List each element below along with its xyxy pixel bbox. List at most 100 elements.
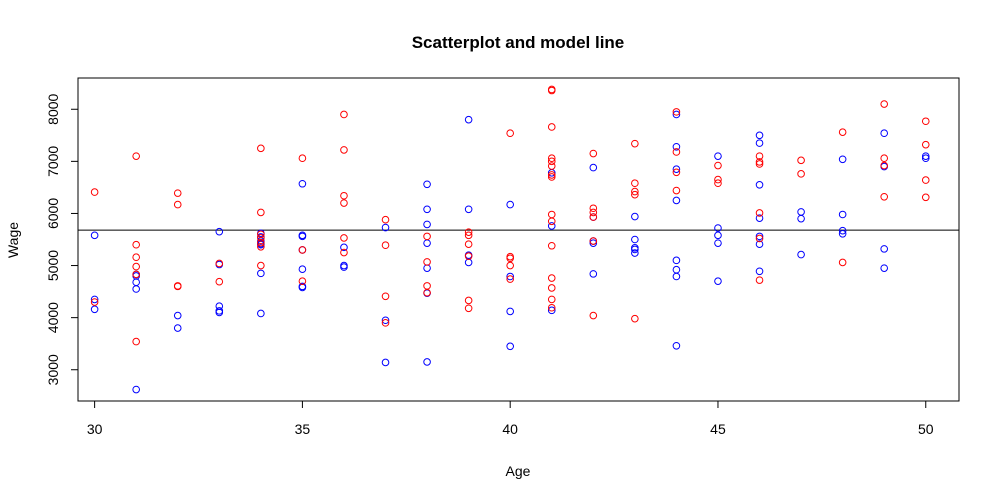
blue-point xyxy=(506,307,514,316)
blue-point xyxy=(797,208,805,216)
blue-point xyxy=(755,240,764,248)
red-point xyxy=(589,204,598,213)
y-tick-label: 3000 xyxy=(45,354,61,385)
blue-point xyxy=(298,179,307,188)
red-point xyxy=(672,108,681,116)
red-point xyxy=(90,298,99,306)
red-point xyxy=(506,129,514,138)
blue-point xyxy=(672,265,681,274)
red-point xyxy=(838,128,847,136)
blue-point xyxy=(506,342,514,351)
blue-point xyxy=(340,261,348,270)
red-point xyxy=(880,154,888,163)
blue-point xyxy=(589,163,598,172)
blue-point xyxy=(132,285,140,293)
blue-point xyxy=(672,256,681,265)
blue-point xyxy=(672,341,681,350)
y-tick-label: 5000 xyxy=(45,250,61,281)
blue-point xyxy=(215,227,224,236)
blue-point xyxy=(90,305,99,314)
red-point xyxy=(589,213,598,221)
red-point xyxy=(672,186,681,195)
blue-point xyxy=(547,222,556,230)
blue-point xyxy=(132,272,140,280)
blue-point xyxy=(381,358,390,367)
red-point xyxy=(381,319,390,327)
blue-point xyxy=(340,263,348,271)
red-point xyxy=(132,270,140,279)
blue-point xyxy=(631,235,639,244)
blue-point xyxy=(755,131,764,140)
x-tick-label: 35 xyxy=(295,421,311,437)
red-point xyxy=(880,100,888,108)
blue-point xyxy=(506,272,514,281)
red-point xyxy=(381,292,390,301)
blue-point xyxy=(838,155,847,164)
blue-point xyxy=(381,316,390,325)
blue-point xyxy=(797,250,805,259)
series-blue xyxy=(90,110,930,394)
red-point xyxy=(547,157,556,166)
x-axis: 30 35 40 45 50 xyxy=(87,400,934,437)
blue-point xyxy=(215,308,224,317)
blue-point xyxy=(755,232,764,241)
red-point xyxy=(173,200,182,209)
red-point xyxy=(631,190,639,199)
red-point xyxy=(547,274,556,282)
red-point xyxy=(547,284,556,292)
y-tick-label: 8000 xyxy=(45,93,61,124)
red-point xyxy=(547,162,556,170)
red-point xyxy=(464,296,473,305)
blue-point xyxy=(464,205,473,214)
blue-point xyxy=(90,295,99,304)
blue-point xyxy=(423,205,431,214)
blue-point xyxy=(215,307,224,315)
red-point xyxy=(506,261,514,270)
red-point xyxy=(589,149,598,158)
red-point xyxy=(755,160,764,168)
red-point xyxy=(464,240,473,248)
red-point xyxy=(631,139,639,148)
red-point xyxy=(257,238,265,247)
red-point xyxy=(506,275,514,283)
red-point xyxy=(547,171,556,179)
blue-point xyxy=(714,277,722,285)
red-point xyxy=(173,189,182,197)
blue-point xyxy=(672,196,681,205)
red-point xyxy=(714,175,722,184)
red-point xyxy=(340,146,348,154)
red-point xyxy=(506,254,514,263)
red-point xyxy=(547,295,556,304)
red-point xyxy=(755,152,764,160)
red-point xyxy=(257,242,265,251)
red-point xyxy=(589,311,598,320)
blue-point xyxy=(132,278,140,287)
y-axis-label: Wage xyxy=(5,222,21,258)
red-point xyxy=(880,161,888,170)
red-point xyxy=(547,303,556,312)
blue-point xyxy=(755,214,764,222)
x-tick-label: 40 xyxy=(502,421,518,437)
red-point xyxy=(589,208,598,217)
red-point xyxy=(215,277,224,286)
red-point xyxy=(132,253,140,262)
blue-point xyxy=(755,139,764,147)
blue-point xyxy=(838,210,847,219)
red-point xyxy=(464,304,473,313)
red-point xyxy=(340,248,348,257)
red-point xyxy=(714,161,722,170)
red-point xyxy=(589,237,598,245)
red-point xyxy=(298,246,307,254)
blue-point xyxy=(381,223,390,232)
blue-point xyxy=(714,152,722,160)
blue-point xyxy=(672,142,681,151)
blue-point xyxy=(714,224,722,232)
red-point xyxy=(631,314,639,323)
red-point xyxy=(547,154,556,163)
red-point xyxy=(547,241,556,250)
blue-point xyxy=(797,214,805,223)
data-points xyxy=(90,85,930,394)
red-point xyxy=(755,234,764,243)
blue-point xyxy=(714,231,722,240)
blue-point xyxy=(132,385,140,394)
